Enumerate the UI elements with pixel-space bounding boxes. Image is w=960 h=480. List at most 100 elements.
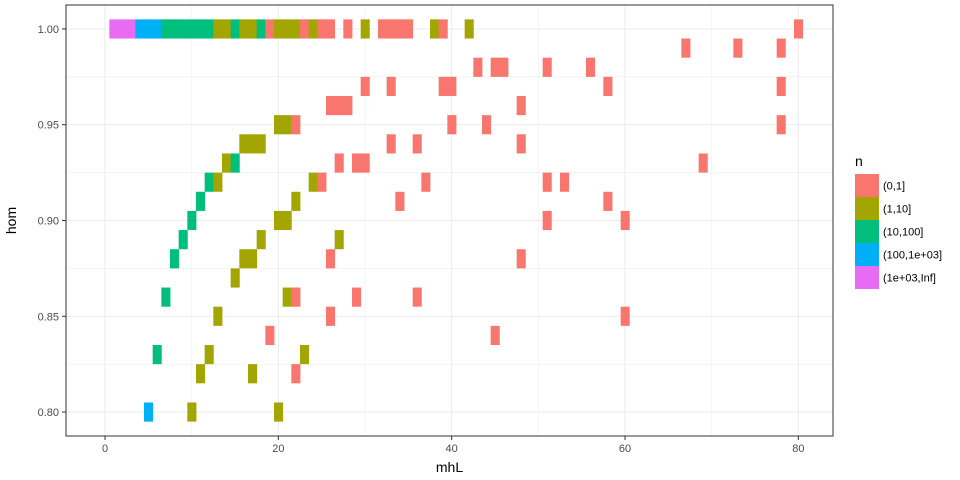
heatmap-cell [265, 19, 275, 39]
legend-key [855, 220, 879, 243]
grid-lines [66, 5, 833, 436]
heatmap-cell [109, 19, 119, 39]
heatmap-cell [161, 287, 171, 307]
heatmap-cell [282, 210, 292, 231]
heatmap-cell [603, 76, 613, 96]
heatmap-cell [282, 287, 292, 307]
heatmap-cell [248, 249, 258, 269]
heatmap-cell [317, 19, 327, 39]
heatmap-cell [698, 153, 708, 173]
heatmap-cell [586, 57, 596, 77]
heatmap-cell [204, 345, 214, 365]
heatmap-cell [620, 210, 630, 231]
heatmap-cell [343, 19, 353, 39]
heatmap-cell [291, 364, 301, 384]
x-tick-label: 20 [272, 443, 284, 455]
heatmap-cell [386, 76, 396, 96]
heatmap-cell [196, 191, 206, 211]
heatmap-cell [291, 191, 301, 211]
heatmap-cell [274, 115, 284, 135]
heatmap-cell [516, 134, 526, 154]
heatmap-cell [794, 19, 804, 39]
x-axis-title: mhL [436, 459, 463, 475]
heatmap-cell [412, 287, 422, 307]
heatmap-cell [230, 19, 240, 39]
heatmap-cell [222, 153, 232, 173]
heatmap-cell [282, 115, 292, 135]
x-tick-label: 80 [792, 443, 804, 455]
heatmap-cell [118, 19, 128, 39]
heatmap-cell [178, 230, 188, 250]
legend-key [855, 174, 879, 197]
heatmap-cell [152, 19, 162, 39]
heatmap-cell [360, 153, 370, 173]
heatmap-cell [447, 76, 457, 96]
heatmap-cell [300, 345, 310, 365]
heatmap-cell [421, 172, 431, 192]
heatmap-cell [360, 76, 370, 96]
heatmap-cell [248, 134, 258, 154]
heatmap-cell [291, 115, 301, 135]
y-axis-title: hom [3, 207, 19, 234]
heatmap-cell [239, 134, 249, 154]
heatmap-cell [274, 402, 284, 422]
heatmap-cell [334, 153, 344, 173]
heatmap-cell [213, 172, 223, 192]
heatmap-cell [222, 19, 232, 39]
heatmap-cell [170, 19, 180, 39]
heatmap-cell [161, 19, 171, 39]
heatmap-cell [378, 19, 388, 39]
heatmap-cell [681, 38, 691, 58]
x-tick-label: 40 [446, 443, 458, 455]
heatmap-cell [196, 364, 206, 384]
heatmap-cell [256, 19, 266, 39]
heatmap-cell [395, 19, 405, 39]
legend-label: (1e+03,Inf] [883, 273, 936, 285]
heatmap-cell [135, 19, 145, 39]
x-tick-label: 0 [102, 443, 108, 455]
heatmap-cell [542, 57, 552, 77]
heatmap-cell [482, 115, 492, 135]
heatmap-cell [300, 19, 310, 39]
heatmap-cell [187, 210, 197, 231]
heatmap-cell [326, 19, 336, 39]
heatmap-cell [291, 287, 301, 307]
y-tick-label: 1.00 [38, 24, 59, 36]
heatmap-cell [490, 57, 500, 77]
heatmap-cell [560, 172, 570, 192]
axes: 0 20 40 60 80 0.80 0.85 0.90 0.95 1.00 [38, 24, 805, 455]
legend-key [855, 266, 879, 289]
heatmap-cell [464, 19, 474, 39]
heatmap-cell [516, 249, 526, 269]
heatmap-cell [386, 19, 396, 39]
heatmap-cell [516, 95, 526, 116]
legend-key [855, 197, 879, 220]
heatmap-cell [204, 19, 214, 39]
heatmap-cell [733, 38, 743, 58]
heatmap-cell [256, 134, 266, 154]
heatmap-cell [776, 38, 786, 58]
y-tick-label: 0.90 [38, 216, 59, 228]
heatmap-cell [239, 19, 249, 39]
legend-label: (0,1] [883, 181, 905, 193]
heatmap-cell [776, 76, 786, 96]
y-tick-label: 0.80 [38, 407, 59, 419]
heatmap-cell [404, 19, 414, 39]
heatmap-cells [109, 19, 804, 422]
heatmap-cell [438, 19, 448, 39]
heatmap-cell [317, 172, 327, 192]
heatmap-cell [412, 134, 422, 154]
legend-label: (10,100] [883, 227, 923, 239]
heatmap-cell [334, 230, 344, 250]
heatmap-cell [204, 172, 214, 192]
heatmap-cell [256, 230, 266, 250]
y-tick-label: 0.95 [38, 120, 59, 132]
heatmap-cell [274, 210, 284, 231]
heatmap-cell [230, 153, 240, 173]
heatmap-cell [352, 287, 362, 307]
heatmap-cell [620, 306, 630, 326]
heatmap-cell [499, 57, 509, 77]
heatmap-cell [308, 19, 318, 39]
heatmap-cell [542, 210, 552, 231]
legend-key [855, 243, 879, 266]
